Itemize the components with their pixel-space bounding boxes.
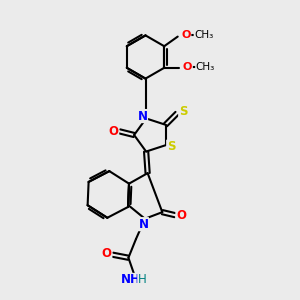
Text: N: N xyxy=(138,218,148,231)
Text: O: O xyxy=(183,62,192,72)
Text: CH₃: CH₃ xyxy=(196,62,215,72)
Text: CH₃: CH₃ xyxy=(194,30,213,40)
Text: O: O xyxy=(176,208,186,222)
Text: S: S xyxy=(179,105,187,119)
Text: H: H xyxy=(138,273,147,286)
Text: O: O xyxy=(102,247,112,260)
Text: NH: NH xyxy=(121,273,141,286)
Text: O: O xyxy=(109,125,119,138)
Text: N: N xyxy=(137,110,148,123)
Text: O: O xyxy=(182,30,191,40)
Text: S: S xyxy=(167,140,175,153)
